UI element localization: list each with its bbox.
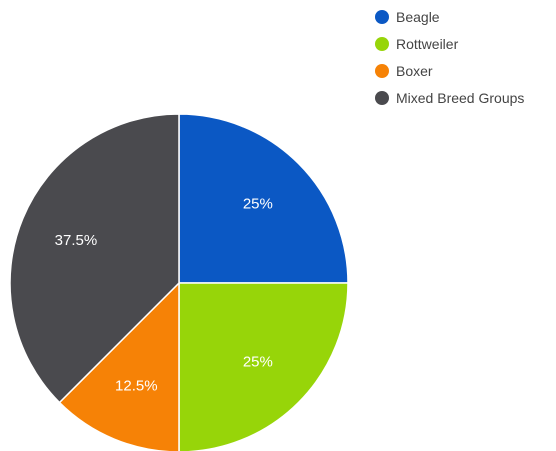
- legend-label-mixed-breed-groups: Mixed Breed Groups: [396, 90, 524, 106]
- legend: Beagle Rottweiler Boxer Mixed Breed Groups: [375, 9, 524, 106]
- pie-slice-boxer: [58, 281, 180, 451]
- pie-slices: [9, 113, 349, 451]
- legend-label-boxer: Boxer: [396, 63, 433, 79]
- pie-slice-rottweiler: [178, 282, 349, 451]
- legend-swatch-boxer: [375, 64, 389, 78]
- pie-slice-labels: 25% 25% 12.5% 37.5%: [55, 196, 273, 395]
- legend-label-rottweiler: Rottweiler: [396, 36, 459, 52]
- slice-label-mixed-breed-groups: 37.5%: [55, 232, 98, 249]
- pie-slice-mixed-breed-groups: [9, 113, 180, 404]
- slice-label-rottweiler: 25%: [243, 353, 273, 370]
- legend-label-beagle: Beagle: [396, 9, 440, 25]
- legend-swatch-rottweiler: [375, 37, 389, 51]
- pie-slice-beagle: [178, 113, 349, 284]
- slice-label-beagle: 25%: [243, 196, 273, 213]
- legend-swatch-beagle: [375, 10, 389, 24]
- legend-swatch-mixed-breed-groups: [375, 91, 389, 105]
- slice-label-boxer: 12.5%: [115, 378, 158, 395]
